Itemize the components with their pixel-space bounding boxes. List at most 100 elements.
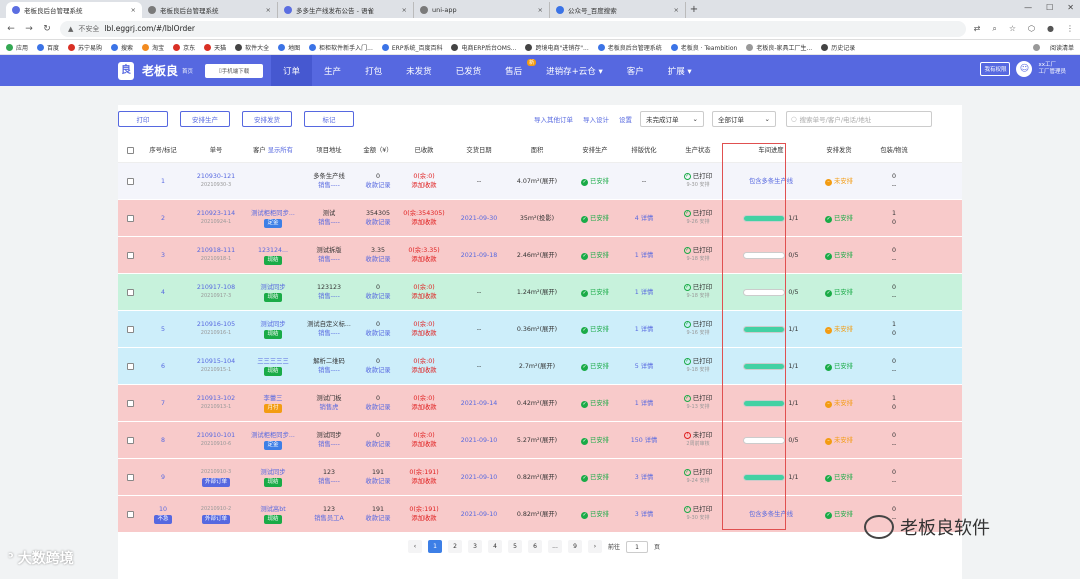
customer-name[interactable]: 测试柜柜同步...: [251, 209, 295, 217]
bookmark-item[interactable]: 历史记录: [821, 43, 855, 52]
bookmark-item[interactable]: ERP系统_百度百科: [381, 43, 442, 52]
order-number[interactable]: 210930-121: [196, 173, 236, 180]
page-button[interactable]: 5: [508, 540, 522, 553]
translate-icon[interactable]: ⇄: [973, 23, 981, 33]
reading-list[interactable]: 阅读清单: [1032, 43, 1074, 52]
production-arranged[interactable]: 已安排: [581, 214, 609, 223]
add-payment-link[interactable]: 添加收款: [411, 367, 437, 374]
order-number[interactable]: 210913-102: [196, 395, 236, 402]
order-number[interactable]: 210923-114: [196, 210, 236, 217]
payment-record-link[interactable]: 收款记录: [365, 182, 391, 189]
layout-optimization[interactable]: 5 详情: [634, 362, 654, 370]
page-button[interactable]: ...: [548, 540, 562, 553]
salesperson[interactable]: 销售----: [318, 330, 340, 337]
column-header[interactable]: [118, 139, 142, 162]
arrange-production-button[interactable]: 安排生产: [180, 111, 230, 127]
row-checkbox[interactable]: [126, 399, 134, 407]
production-arranged[interactable]: 已安排: [581, 436, 609, 445]
shipping-status[interactable]: 未安排: [825, 325, 853, 334]
show-all-link[interactable]: 显示所有: [267, 147, 293, 154]
salesperson[interactable]: 销售----: [318, 367, 340, 374]
layout-optimization[interactable]: 1 详情: [634, 251, 654, 259]
bookmark-item[interactable]: 老板良 · Teambition: [670, 43, 737, 52]
table-row[interactable]: 8 210910-101 20210910-6 测试柜柜同步... 定金 测试同步 销售--…: [118, 422, 962, 459]
bookmark-item[interactable]: 地图: [278, 43, 300, 52]
nav-item[interactable]: 客户: [615, 55, 656, 86]
page-button[interactable]: 4: [488, 540, 502, 553]
next-page-button[interactable]: ›: [588, 540, 602, 553]
browser-tab[interactable]: 多多生产线发布公告 - 语雀 ×: [278, 2, 414, 18]
payment-record-link[interactable]: 收款记录: [365, 478, 391, 485]
import-orders-link[interactable]: 导入其他订单: [534, 116, 573, 124]
avatar[interactable]: ☺: [1016, 61, 1033, 77]
order-filter-select[interactable]: 未完成订单 ⌄: [640, 111, 704, 127]
mark-button[interactable]: 标记: [304, 111, 354, 127]
select-all-checkbox[interactable]: [126, 147, 134, 154]
url-field[interactable]: ▲ 不安全 lbl.eggrj.com/#/lblOrder: [60, 20, 966, 37]
workshop-progress[interactable]: 包含多条生产线: [748, 177, 794, 185]
row-checkbox[interactable]: [126, 473, 134, 481]
row-checkbox[interactable]: [126, 362, 134, 370]
print-button[interactable]: 打印: [118, 111, 168, 127]
table-row[interactable]: 1 210930-121 20210930-3 多条生产线 销售---- 0 收款记录 0(余…: [118, 163, 962, 200]
column-header[interactable]: 客户 显示所有: [248, 139, 298, 162]
row-checkbox[interactable]: [126, 214, 134, 222]
close-icon[interactable]: ×: [401, 6, 407, 14]
nav-item[interactable]: 打包: [353, 55, 394, 86]
table-row[interactable]: 6 210915-104 20210915-1 三三三三三 现结 解析二维码 销售---- 0…: [118, 348, 962, 385]
star-icon[interactable]: ☆: [1008, 23, 1017, 33]
salesperson[interactable]: 销售----: [318, 256, 340, 263]
profile-icon[interactable]: ●: [1047, 23, 1054, 33]
row-checkbox[interactable]: [126, 510, 134, 518]
shipping-status[interactable]: 已安排: [825, 214, 853, 223]
nav-item[interactable]: 售后新: [493, 55, 537, 86]
customer-name[interactable]: 测试同步: [260, 283, 286, 291]
back-icon[interactable]: ←: [7, 23, 15, 34]
arrange-shipping-button[interactable]: 安排发货: [242, 111, 292, 127]
add-payment-link[interactable]: 添加收款: [411, 404, 437, 411]
row-checkbox[interactable]: [126, 177, 134, 185]
salesperson[interactable]: 销售----: [318, 441, 340, 448]
add-payment-link[interactable]: 添加收款: [411, 478, 437, 485]
brand-home[interactable]: 首页: [182, 68, 194, 75]
table-row[interactable]: 4 210917-108 20210917-3 测试同步 现结 123123 销售---- 0…: [118, 274, 962, 311]
customer-name[interactable]: 123124...: [257, 246, 289, 254]
production-arranged[interactable]: 已安排: [581, 510, 609, 519]
add-payment-link[interactable]: 添加收款: [411, 219, 437, 226]
table-row[interactable]: 5 210916-105 20210916-1 测试同步 现结 测试自定义标... 销售--…: [118, 311, 962, 348]
prev-page-button[interactable]: ‹: [408, 540, 422, 553]
urgency-tag[interactable]: 不急: [154, 514, 172, 524]
download-app-button[interactable]: ▯ 手机端下载: [205, 63, 264, 78]
add-payment-link[interactable]: 添加收款: [411, 515, 437, 522]
goto-page-input[interactable]: 1: [626, 540, 649, 553]
bookmark-item[interactable]: 软件大全: [235, 43, 269, 52]
payment-record-link[interactable]: 收款记录: [365, 330, 391, 337]
production-arranged[interactable]: 已安排: [581, 473, 609, 482]
table-row[interactable]: 10 不急 20210910-2 外部订单 测试高bt 现结 123 销售员工A 191 收款记录…: [118, 496, 962, 533]
import-design-link[interactable]: 导入设计: [583, 116, 609, 124]
table-row[interactable]: 7 210913-102 20210913-1 李蕾三 月付 测试门板 销售虎 0 收款记录 0(…: [118, 385, 962, 422]
customer-name[interactable]: 测试高bt: [260, 505, 286, 513]
brand-name[interactable]: 老板良: [142, 64, 179, 78]
row-checkbox[interactable]: [126, 325, 134, 333]
row-checkbox[interactable]: [126, 251, 134, 259]
bookmark-item[interactable]: 电商ERP后台OMS...: [451, 43, 516, 52]
layout-optimization[interactable]: 1 详情: [634, 288, 654, 296]
add-payment-link[interactable]: 添加收款: [411, 293, 437, 300]
layout-optimization[interactable]: 1 详情: [634, 325, 654, 333]
close-icon[interactable]: ×: [673, 6, 679, 14]
row-checkbox[interactable]: [126, 436, 134, 444]
production-arranged[interactable]: 已安排: [581, 325, 609, 334]
order-number[interactable]: 210915-104: [196, 358, 236, 365]
production-arranged[interactable]: 已安排: [581, 288, 609, 297]
close-window-icon[interactable]: ✕: [1067, 3, 1074, 12]
layout-optimization[interactable]: --: [641, 177, 647, 185]
browser-tab[interactable]: 老板良后台管理系统 ×: [6, 2, 142, 18]
add-payment-link[interactable]: 添加收款: [411, 182, 437, 189]
bookmark-item[interactable]: 淘宝: [142, 43, 164, 52]
menu-icon[interactable]: ⋮: [1066, 23, 1074, 33]
customer-name[interactable]: 测试柜柜同步...: [251, 431, 295, 439]
minimize-icon[interactable]: —: [1024, 3, 1033, 12]
bookmark-item[interactable]: 苏宁易购: [68, 43, 102, 52]
workshop-progress[interactable]: 包含多条生产线: [748, 510, 794, 518]
